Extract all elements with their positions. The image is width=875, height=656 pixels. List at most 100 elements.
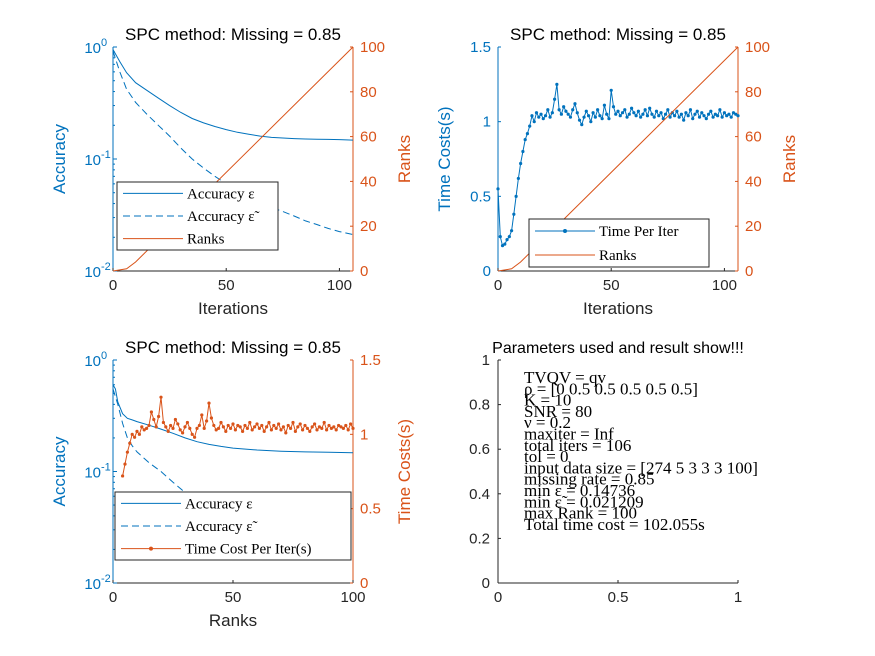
data-point	[512, 212, 516, 216]
data-point	[260, 423, 264, 428]
y-left-axis-label: Time Costs(s)	[435, 106, 454, 211]
data-point	[121, 474, 125, 478]
data-point	[214, 428, 218, 432]
data-point	[503, 242, 507, 246]
data-point	[157, 414, 161, 419]
data-point	[250, 428, 254, 432]
data-point	[315, 428, 319, 432]
y-tick-label: 0.6	[469, 441, 490, 458]
data-point	[697, 115, 702, 119]
data-point	[713, 112, 717, 116]
data-point	[537, 115, 541, 119]
data-point	[700, 111, 704, 115]
x-tick-label: 50	[218, 277, 235, 294]
data-point	[718, 108, 722, 112]
data-point	[243, 423, 247, 428]
data-point	[236, 423, 240, 428]
y-right-axis-label: Ranks	[395, 135, 414, 183]
data-point	[525, 132, 530, 136]
data-point	[500, 244, 505, 248]
data-point	[145, 426, 149, 430]
legend-label: Accuracy ε̃	[187, 209, 260, 225]
data-point	[128, 441, 132, 445]
data-point	[241, 429, 245, 433]
data-point	[623, 108, 627, 112]
x-tick-label: 0	[109, 589, 117, 606]
data-point	[341, 426, 345, 430]
data-point	[614, 112, 618, 116]
x-tick-label: 0.5	[608, 589, 629, 606]
y-left-tick-label: 1	[483, 114, 491, 131]
y-left-tick-label: 10	[84, 353, 101, 370]
x-tick-label: 50	[603, 277, 620, 294]
data-point	[625, 115, 629, 119]
data-point	[688, 108, 693, 112]
y-left-tick-label: 10	[84, 152, 101, 169]
y-left-tick-label: 10	[84, 264, 101, 281]
data-point	[634, 114, 638, 118]
data-point	[289, 426, 293, 430]
data-point	[550, 111, 554, 115]
data-point	[505, 238, 509, 242]
data-point	[568, 115, 573, 119]
data-point	[262, 429, 266, 433]
data-point	[573, 102, 577, 106]
legend-label: Accuracy ε	[185, 496, 253, 512]
data-point	[534, 111, 539, 115]
data-point	[320, 426, 324, 430]
data-point	[557, 108, 561, 112]
data-point	[530, 114, 534, 118]
series-line-ranks	[112, 46, 354, 272]
param-line: Total time cost = 102.055s	[524, 515, 705, 534]
data-point	[657, 114, 661, 118]
data-point	[190, 432, 194, 436]
legend-box	[528, 218, 710, 268]
data-point	[584, 109, 588, 113]
legend: Accuracy ε Accuracy ε̃ Ranks	[116, 181, 279, 251]
data-point	[322, 420, 326, 425]
data-point	[650, 112, 654, 116]
data-point	[528, 124, 532, 128]
data-point	[639, 115, 643, 119]
data-point	[693, 112, 697, 116]
data-point	[209, 416, 213, 420]
y-left-tick-exponent: 0	[101, 350, 107, 362]
y-right-tick-label: 100	[745, 39, 770, 56]
data-point	[720, 115, 724, 119]
data-point	[731, 111, 736, 115]
y-right-tick-label: 1.5	[360, 352, 381, 369]
data-point	[137, 432, 141, 436]
data-point	[575, 111, 579, 115]
param-line: input data size = [274 5 3 3 3 100]	[524, 458, 758, 477]
data-point	[269, 428, 273, 432]
data-point	[609, 88, 613, 92]
panel-title: SPC method: Missing = 0.85	[510, 25, 726, 44]
y-right-axis-label: Time Costs(s)	[395, 419, 414, 524]
data-point	[607, 117, 611, 121]
data-point	[265, 425, 269, 429]
data-point	[521, 149, 525, 154]
data-point	[695, 109, 699, 113]
y-left-tick-label: 10	[84, 465, 101, 482]
data-point	[233, 428, 237, 432]
data-point	[571, 108, 575, 112]
data-point	[329, 426, 333, 430]
y-left-tick-label: 10	[84, 576, 101, 593]
data-point	[627, 112, 631, 116]
data-point	[253, 425, 257, 429]
data-point	[219, 420, 223, 425]
data-point	[605, 112, 609, 116]
data-point	[632, 111, 636, 115]
param-line: ρ = [0 0.5 0.5 0.5 0.5 0.5]	[524, 379, 698, 398]
legend-marker	[149, 546, 153, 551]
data-point	[195, 426, 199, 430]
x-tick-label: 50	[225, 589, 242, 606]
data-point	[602, 103, 607, 107]
data-point	[217, 426, 221, 430]
y-right-tick-label: 60	[360, 129, 377, 146]
data-point	[589, 120, 593, 124]
data-point	[325, 428, 329, 432]
data-point	[245, 426, 249, 430]
